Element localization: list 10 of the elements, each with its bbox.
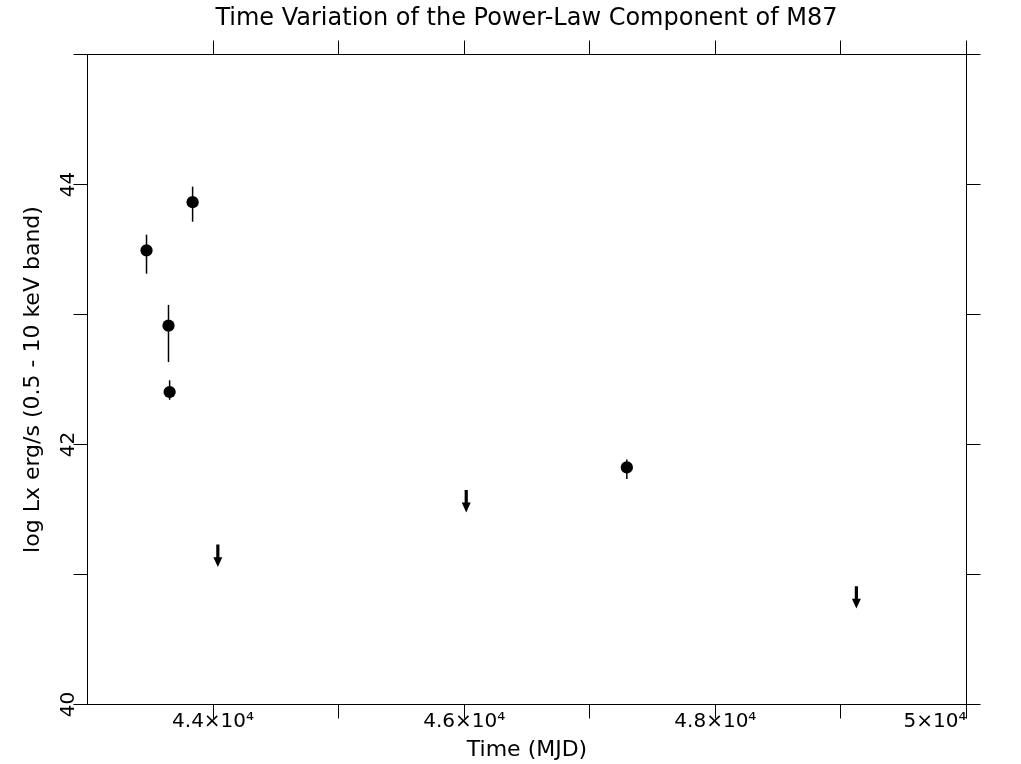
- x-tick-label: 4.6×10⁴: [423, 707, 506, 732]
- y-tick-label: 44: [54, 171, 79, 198]
- x-tick-label: 5×10⁴: [903, 707, 967, 732]
- x-axis-title: Time (MJD): [465, 735, 588, 761]
- chart-title: Time Variation of the Power-Law Component of M87: [214, 2, 838, 31]
- y-tick-label: 42: [54, 431, 79, 458]
- x-tick-label: 4.4×10⁴: [172, 707, 255, 732]
- y-axis-title: log Lx erg/s (0.5 - 10 keV band): [18, 206, 44, 553]
- x-tick-label: 4.8×10⁴: [674, 707, 757, 732]
- y-tick-label: 40: [54, 691, 79, 718]
